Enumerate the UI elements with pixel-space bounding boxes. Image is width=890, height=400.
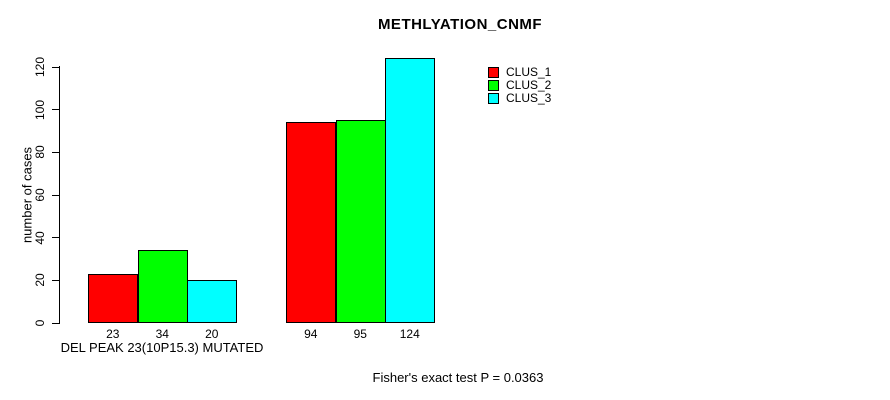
- y-tick: [52, 279, 60, 281]
- bar-clus_2-group2: [335, 120, 386, 323]
- y-tick-label: 80: [33, 145, 47, 160]
- legend-item: CLUS_1: [488, 66, 551, 79]
- bar-value-label: 124: [399, 327, 420, 341]
- bar-clus_3-group2: [385, 58, 435, 323]
- legend-swatch-icon: [488, 80, 499, 91]
- legend-item-label: CLUS_3: [506, 91, 552, 105]
- y-tick: [52, 237, 60, 239]
- legend-swatch-icon: [488, 67, 499, 78]
- legend: CLUS_1 CLUS_2 CLUS_3: [488, 66, 551, 105]
- group-label: DEL PEAK 23(10P15.3) MUTATED: [60, 340, 264, 355]
- fisher-annotation: Fisher's exact test P = 0.0363: [372, 370, 544, 385]
- y-tick: [52, 151, 60, 153]
- legend-swatch-icon: [488, 93, 499, 104]
- y-tick-label: 60: [33, 188, 47, 202]
- legend-item: CLUS_3: [488, 92, 551, 105]
- y-tick-label: 20: [33, 273, 47, 288]
- legend-item: CLUS_2: [488, 79, 551, 92]
- y-tick: [52, 194, 60, 196]
- y-tick: [52, 322, 60, 324]
- bar-value-label: 95: [353, 327, 367, 341]
- bar-value-label: 23: [106, 327, 120, 341]
- legend-item-label: CLUS_1: [506, 65, 552, 79]
- y-tick: [52, 109, 60, 111]
- bar-clus_1-group2: [286, 122, 336, 323]
- legend-item-label: CLUS_2: [506, 78, 552, 92]
- bar-value-label: 20: [205, 327, 219, 341]
- chart-title: METHLYATION_CNMF: [377, 16, 543, 33]
- y-tick-label: 0: [33, 319, 47, 327]
- bar-clus_2-group1: [137, 250, 188, 323]
- bar-value-label: 34: [155, 327, 169, 341]
- bar-value-label: 94: [304, 327, 318, 341]
- y-tick-label: 120: [33, 56, 47, 78]
- bar-clus_1-group1: [88, 273, 138, 323]
- bar-clus_3-group1: [187, 280, 237, 323]
- y-tick-label: 100: [33, 99, 47, 120]
- y-tick: [52, 66, 60, 68]
- y-tick-label: 40: [33, 230, 47, 245]
